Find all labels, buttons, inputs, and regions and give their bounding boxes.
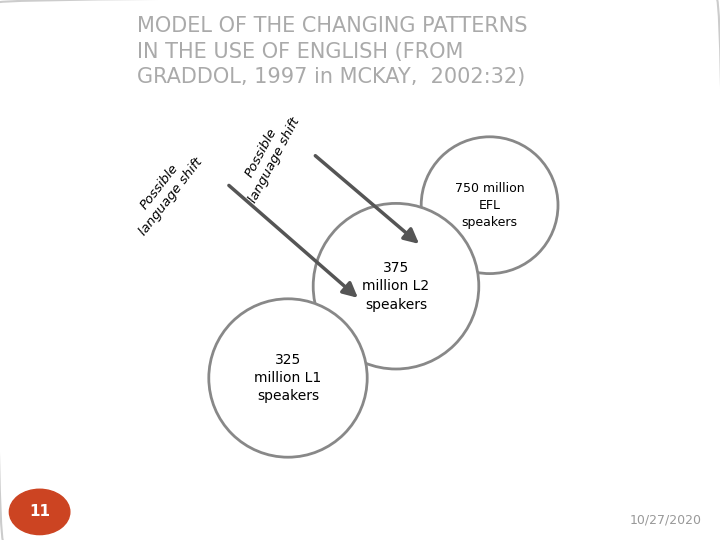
- Text: Possible
language shift: Possible language shift: [125, 146, 205, 238]
- Ellipse shape: [313, 204, 479, 369]
- Text: 750 million
EFL
speakers: 750 million EFL speakers: [455, 181, 524, 229]
- Text: 375
million L2
speakers: 375 million L2 speakers: [362, 261, 430, 312]
- Ellipse shape: [421, 137, 558, 274]
- Text: 11: 11: [29, 504, 50, 519]
- Text: Possible
language shift: Possible language shift: [233, 109, 302, 205]
- Text: 10/27/2020: 10/27/2020: [630, 514, 702, 526]
- Circle shape: [9, 489, 70, 535]
- Text: 325
million L1
speakers: 325 million L1 speakers: [254, 353, 322, 403]
- Text: MODEL OF THE CHANGING PATTERNS
IN THE USE OF ENGLISH (FROM
GRADDOL, 1997 in MCKA: MODEL OF THE CHANGING PATTERNS IN THE US…: [137, 16, 527, 87]
- Ellipse shape: [209, 299, 367, 457]
